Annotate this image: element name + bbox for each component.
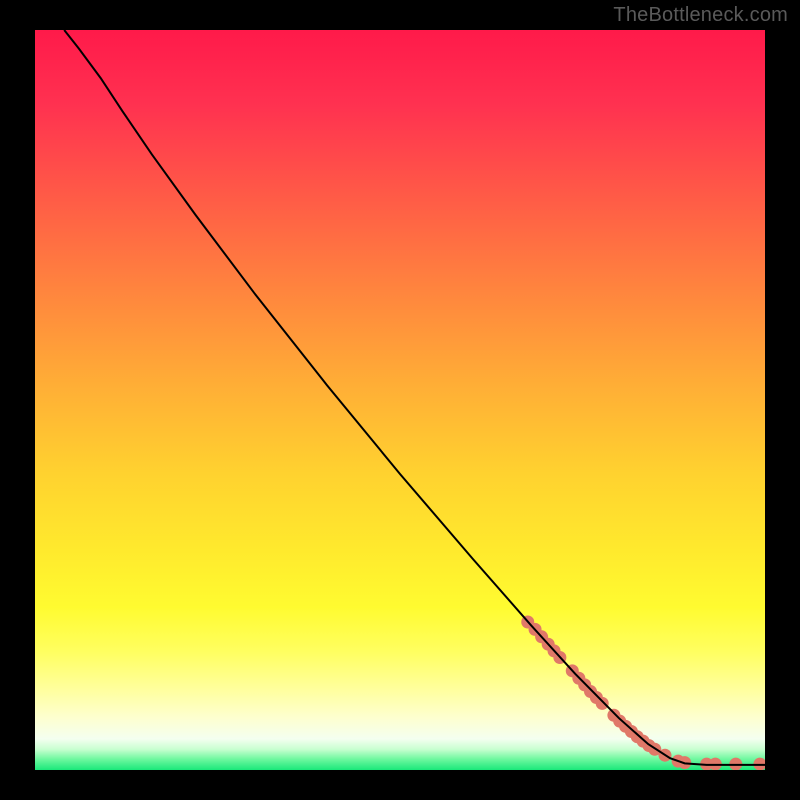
plot-area bbox=[35, 30, 765, 770]
chart-svg bbox=[35, 30, 765, 770]
data-marker bbox=[709, 758, 722, 770]
attribution-text: TheBottleneck.com bbox=[613, 4, 788, 27]
curve-line bbox=[64, 30, 765, 765]
data-marker bbox=[596, 697, 609, 710]
markers-group bbox=[521, 616, 765, 771]
data-marker bbox=[729, 758, 742, 770]
data-marker bbox=[753, 758, 765, 770]
